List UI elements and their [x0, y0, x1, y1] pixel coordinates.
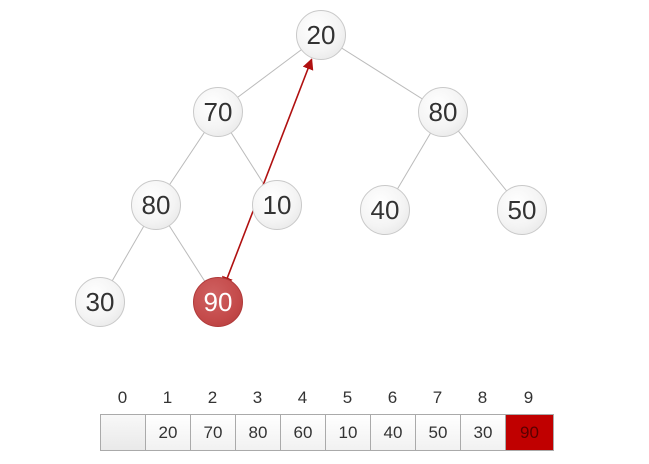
tree-node-10: 10 — [252, 180, 302, 230]
array-cell: 70 — [191, 415, 236, 450]
tree-node-80: 80 — [418, 87, 468, 137]
array-cell: 40 — [371, 415, 416, 450]
tree-node-20: 20 — [296, 10, 346, 60]
tree-node-40: 40 — [360, 185, 410, 235]
tree-node-label: 70 — [203, 96, 233, 127]
tree-node-label: 90 — [203, 286, 233, 317]
tree-node-label: 10 — [262, 189, 292, 220]
tree-node-70: 70 — [193, 87, 243, 137]
array-cell: 10 — [326, 415, 371, 450]
array-cell-highlighted: 90 — [506, 415, 553, 450]
tree-node-80: 80 — [131, 180, 181, 230]
array-cell — [101, 415, 146, 450]
array-index-label: 6 — [387, 388, 398, 407]
heap-array: 20 70 80 60 10 40 50 30 90 — [100, 414, 554, 451]
array-index-label: 5 — [342, 388, 353, 407]
tree-node-label: 50 — [507, 194, 537, 225]
array-index-label: 1 — [162, 388, 173, 407]
tree-node-label: 80 — [141, 189, 171, 220]
array-index-label: 7 — [432, 388, 443, 407]
array-index-label: 3 — [252, 388, 263, 407]
swap-arrow — [222, 58, 314, 289]
tree-node-label: 20 — [306, 19, 336, 50]
tree-node-label: 80 — [428, 96, 458, 127]
array-cell: 20 — [146, 415, 191, 450]
array-index-label: 4 — [297, 388, 308, 407]
array-cell: 80 — [236, 415, 281, 450]
array-index-label: 9 — [523, 388, 534, 407]
array-index-label: 0 — [117, 388, 128, 407]
tree-node-30: 30 — [75, 277, 125, 327]
array-index-label: 8 — [477, 388, 488, 407]
array-cell: 50 — [416, 415, 461, 450]
tree-node-50: 50 — [497, 185, 547, 235]
tree-node-90-highlighted: 90 — [193, 277, 243, 327]
tree-node-label: 30 — [85, 286, 115, 317]
array-index-label: 2 — [207, 388, 218, 407]
array-cell: 60 — [281, 415, 326, 450]
array-cell: 30 — [461, 415, 506, 450]
tree-node-label: 40 — [370, 194, 400, 225]
